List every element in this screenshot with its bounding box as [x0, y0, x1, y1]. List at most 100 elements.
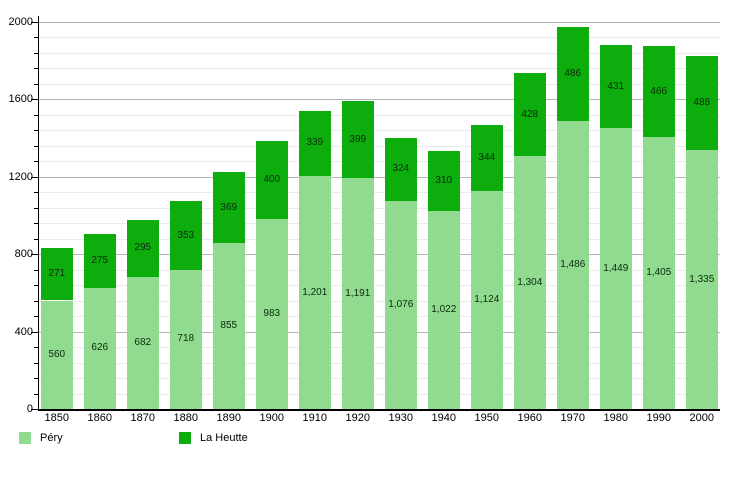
value-label-pery-1940: 1,022 — [431, 303, 457, 315]
minor-tick — [34, 269, 39, 271]
bar-segment-la-heutte-1960 — [514, 73, 546, 157]
minor-tick — [34, 68, 39, 69]
major-gridline — [39, 254, 720, 255]
y-axis-tick-label: 0 — [26, 403, 33, 415]
x-axis-tick-label: 1970 — [560, 412, 585, 424]
value-label-pery-1870: 682 — [134, 336, 152, 348]
x-axis-tick-label: 1850 — [44, 412, 69, 424]
bar-segment-la-heutte-1980 — [600, 44, 632, 129]
y-axis-tick-label: 400 — [14, 325, 33, 338]
minor-gridline — [39, 300, 720, 302]
bar-segment-pery-1850 — [41, 300, 73, 409]
x-axis-tick-label: 1960 — [517, 412, 542, 424]
bar-segment-pery-1980 — [600, 128, 632, 409]
x-axis-tick-label: 1900 — [259, 412, 284, 424]
value-label-pery-1860: 626 — [91, 342, 109, 354]
y-axis-tick-label: 1200 — [8, 170, 33, 183]
bar-segment-la-heutte-1940 — [428, 150, 460, 211]
x-axis-tick-label: 1870 — [130, 412, 155, 424]
bar-segment-la-heutte-2000 — [686, 55, 718, 151]
bar-segment-pery-1860 — [84, 287, 116, 409]
y-axis-tick-label: 1600 — [8, 93, 33, 105]
minor-gridline — [39, 114, 720, 116]
value-label-pery-1970: 1,486 — [560, 259, 586, 271]
x-axis-tick-label: 1890 — [216, 412, 241, 424]
bar-segment-la-heutte-1970 — [557, 26, 589, 122]
value-label-la-heutte-1970: 486 — [564, 68, 582, 79]
minor-tick — [34, 145, 39, 147]
minor-gridline — [39, 362, 720, 364]
x-axis-line — [37, 409, 720, 411]
value-label-pery-1910: 1,201 — [302, 286, 328, 298]
x-axis-tick-label: 1880 — [173, 412, 198, 424]
bar-segment-pery-1910 — [299, 176, 331, 409]
bar-segment-la-heutte-1920 — [342, 100, 374, 179]
minor-gridline — [39, 285, 720, 286]
bar-segment-la-heutte-1990 — [643, 46, 675, 137]
value-label-la-heutte-1920: 399 — [349, 133, 367, 145]
bar-segment-la-heutte-1900 — [256, 141, 288, 219]
value-label-la-heutte-1880: 353 — [177, 229, 195, 241]
value-label-la-heutte-1850: 271 — [48, 268, 66, 280]
value-label-pery-1850: 560 — [48, 348, 66, 360]
bar-segment-la-heutte-1950 — [471, 124, 503, 192]
bar-segment-pery-1950 — [471, 191, 503, 409]
x-axis-tick-label: 1940 — [431, 412, 456, 424]
major-tick — [31, 254, 39, 255]
major-gridline — [39, 331, 720, 333]
minor-tick — [34, 130, 39, 131]
bar-segment-pery-1960 — [514, 156, 546, 409]
value-label-pery-1950: 1,124 — [474, 294, 500, 306]
legend-label-pery: Péry — [40, 432, 63, 444]
legend-label-la-heutte: La Heutte — [200, 432, 248, 444]
bar-segment-pery-1870 — [127, 276, 159, 409]
minor-tick — [34, 362, 39, 364]
minor-gridline — [39, 378, 720, 379]
bar-segment-pery-1920 — [342, 178, 374, 409]
x-axis-tick-label: 1920 — [345, 412, 370, 424]
major-tick — [31, 99, 39, 100]
bar-segment-la-heutte-1860 — [84, 234, 116, 288]
major-tick — [31, 409, 39, 410]
value-label-la-heutte-1860: 275 — [91, 255, 109, 267]
x-axis-tick-label: 1860 — [87, 412, 112, 424]
value-label-pery-1930: 1,076 — [388, 298, 414, 310]
x-axis-tick-label: 1980 — [603, 412, 628, 424]
bar-segment-pery-1940 — [428, 210, 460, 409]
value-label-pery-1990: 1,405 — [646, 266, 672, 278]
minor-tick — [34, 52, 39, 54]
minor-tick — [34, 223, 39, 224]
value-label-pery-1960: 1,304 — [517, 276, 543, 288]
bar-segment-pery-1930 — [385, 200, 417, 409]
minor-tick — [34, 378, 39, 379]
bar-segment-la-heutte-1890 — [213, 171, 245, 244]
x-axis-tick-label: 1910 — [302, 412, 327, 424]
value-label-la-heutte-1960: 428 — [521, 108, 539, 120]
major-gridline — [39, 21, 720, 23]
minor-gridline — [39, 130, 720, 131]
major-tick — [31, 21, 39, 23]
y-axis-tick-label: 800 — [14, 248, 33, 260]
value-label-la-heutte-1940: 310 — [435, 174, 453, 186]
minor-gridline — [39, 52, 720, 54]
value-label-la-heutte-1950: 344 — [478, 151, 496, 163]
bar-segment-pery-1890 — [213, 243, 245, 409]
minor-tick — [34, 393, 39, 395]
y-axis-tick-label: 2000 — [8, 15, 33, 28]
minor-gridline — [39, 207, 720, 209]
value-label-la-heutte-1890: 369 — [220, 201, 238, 213]
minor-tick — [34, 285, 39, 286]
minor-gridline — [39, 238, 720, 240]
minor-tick — [34, 316, 39, 317]
minor-gridline — [39, 68, 720, 69]
major-tick — [31, 176, 39, 178]
minor-tick — [34, 238, 39, 240]
minor-gridline — [39, 192, 720, 193]
minor-tick — [34, 37, 39, 38]
minor-tick — [34, 192, 39, 193]
bar-segment-la-heutte-1880 — [170, 201, 202, 270]
minor-gridline — [39, 223, 720, 224]
minor-gridline — [39, 83, 720, 85]
value-label-la-heutte-1980: 431 — [607, 80, 625, 92]
value-label-pery-1890: 855 — [220, 320, 238, 332]
